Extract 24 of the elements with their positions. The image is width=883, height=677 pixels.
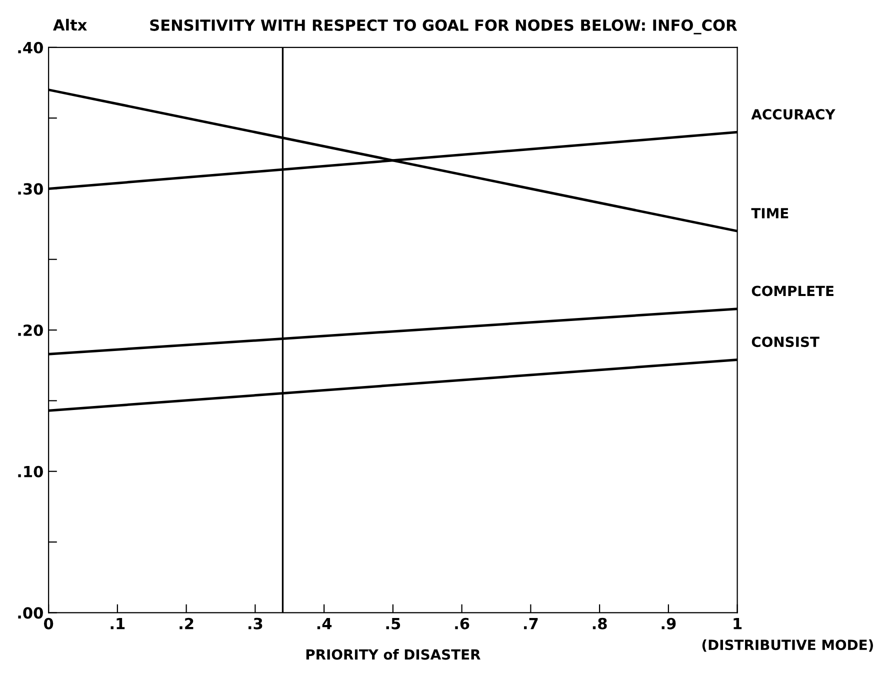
- y-tick-label: .20: [18, 324, 43, 336]
- x-tick-label: .3: [248, 618, 262, 630]
- series-label: TIME: [751, 208, 788, 218]
- x-tick-label: 1: [734, 618, 742, 630]
- y-tick-label: .40: [18, 42, 43, 54]
- y-axis-title: Altx: [53, 18, 87, 30]
- x-tick-label: 0: [44, 618, 54, 630]
- y-tick-label: .10: [18, 466, 43, 478]
- y-tick-label: .00: [18, 607, 43, 619]
- x-axis-title: PRIORITY of DISASTER: [306, 649, 480, 660]
- x-tick-label: .4: [317, 618, 332, 630]
- x-tick-label: .9: [662, 618, 676, 630]
- series-label: CONSIST: [752, 336, 820, 348]
- x-tick-label: .6: [455, 618, 470, 630]
- y-tick-label: .30: [18, 183, 43, 195]
- series-label: COMPLETE: [752, 286, 834, 296]
- x-tick-label: .8: [592, 618, 607, 630]
- x-tick-label: .5: [386, 618, 400, 630]
- series-label: ACCURACY: [751, 109, 836, 120]
- text: (DISTRIBUTIVE MODE): [702, 639, 873, 652]
- x-tick-label: .7: [524, 618, 538, 630]
- x-tick-label: .2: [180, 618, 194, 630]
- chart-title: SENSITIVITY WITH RESPECT TO GOAL FOR NODES BELOW: INFO_COR: [150, 19, 737, 34]
- x-tick-label: .1: [110, 618, 125, 630]
